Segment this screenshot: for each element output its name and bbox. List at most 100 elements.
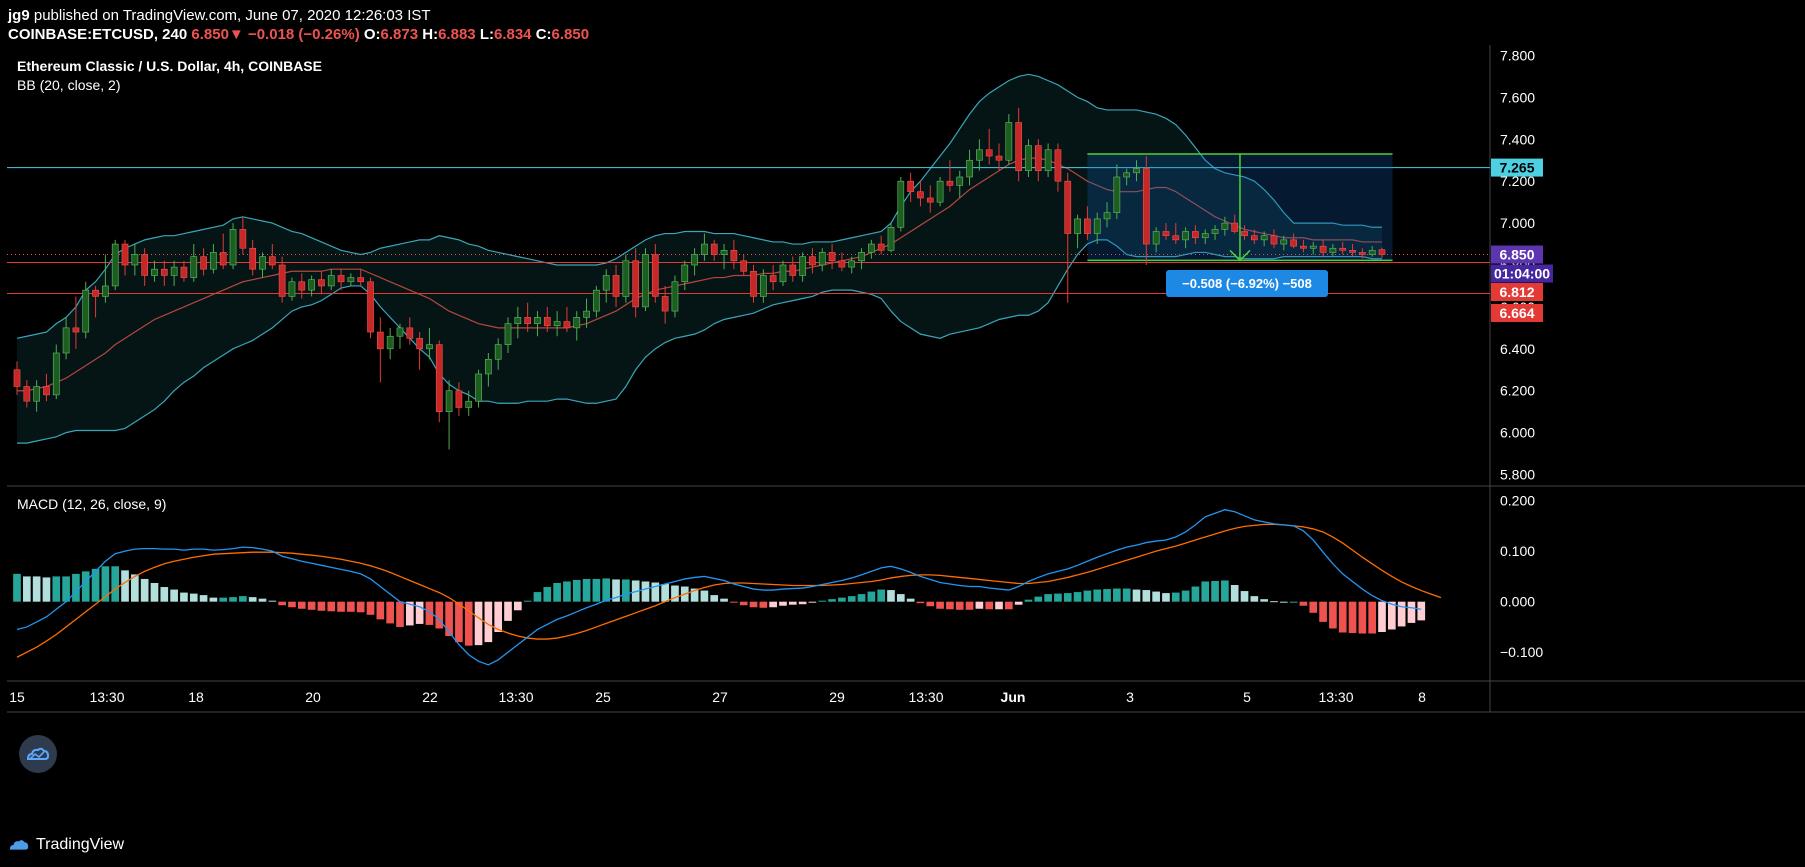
macd-histogram-bar xyxy=(1319,601,1327,622)
macd-histogram-bar xyxy=(415,601,424,624)
macd-histogram-bar xyxy=(180,592,188,602)
close-value: 6.850 xyxy=(551,26,590,43)
macd-histogram-bar xyxy=(464,601,473,646)
candle-body xyxy=(563,321,571,329)
last-price-badge: 6.850 xyxy=(1499,247,1534,263)
macd-histogram-bar xyxy=(759,601,768,608)
candle-body xyxy=(318,279,325,287)
candle-body xyxy=(485,358,492,375)
countdown-badge-bg xyxy=(1491,264,1553,283)
candle-body xyxy=(681,264,689,283)
macd-histogram-bar xyxy=(936,601,944,609)
symbol[interactable]: COINBASE:ETCUSD, 240 xyxy=(8,26,188,43)
publisher-name[interactable]: jg9 xyxy=(8,7,30,24)
macd-histogram-bar xyxy=(1368,601,1377,634)
candle-body xyxy=(62,327,70,354)
open-value: 6.873 xyxy=(380,26,419,43)
candle-body xyxy=(475,373,482,402)
candle-body xyxy=(926,197,934,203)
macd-histogram-bar xyxy=(1044,594,1052,602)
time-tick-label: 13:30 xyxy=(1318,689,1353,705)
macd-histogram-bar xyxy=(1417,601,1426,621)
candle-body xyxy=(210,252,217,270)
candle-body xyxy=(966,159,973,178)
candle-body xyxy=(1250,235,1258,241)
time-tick-label: 22 xyxy=(422,689,438,705)
footer-brand[interactable]: TradingView xyxy=(36,836,125,853)
candle-body xyxy=(956,176,964,186)
candle-body xyxy=(1201,233,1209,239)
macd-tick-label: 0.000 xyxy=(1500,594,1535,610)
candle-body xyxy=(1339,247,1347,251)
high-value: 6.883 xyxy=(438,26,476,43)
candle-body xyxy=(651,254,659,297)
price-tick-label: 7.200 xyxy=(1500,173,1535,189)
macd-histogram-bar xyxy=(798,601,807,605)
time-tick-label: 13:30 xyxy=(908,689,943,705)
chart-header: jg9 published on TradingView.com, June 0… xyxy=(8,6,589,44)
bb-basis-line xyxy=(17,157,1382,392)
macd-histogram-bar xyxy=(955,601,964,610)
macd-histogram-bar xyxy=(219,597,228,602)
macd-histogram-bar xyxy=(1260,599,1268,602)
candle-body xyxy=(1368,250,1376,255)
macd-histogram-bar xyxy=(1083,590,1092,602)
candle-body xyxy=(858,252,865,262)
macd-histogram-bar xyxy=(779,601,787,606)
candle-body xyxy=(386,335,394,350)
macd-histogram-bar xyxy=(248,597,257,602)
macd-histogram-bar xyxy=(1387,601,1396,630)
candle-body xyxy=(750,270,757,297)
macd-histogram-bar xyxy=(1279,601,1288,603)
time-tick-label: Jun xyxy=(1001,689,1026,705)
candle-body xyxy=(347,277,355,283)
candle-body xyxy=(759,275,767,297)
macd-histogram-bar xyxy=(612,579,620,602)
macd-histogram-bar xyxy=(484,601,493,643)
candle-body xyxy=(1329,247,1337,253)
candle-body xyxy=(583,310,590,318)
candle-body xyxy=(406,327,414,339)
macd-histogram-bar xyxy=(160,587,169,602)
candle-body xyxy=(553,321,561,327)
macd-histogram-bar xyxy=(1230,585,1239,602)
macd-histogram-bar xyxy=(1171,592,1180,602)
candle-body xyxy=(976,149,983,161)
candle-body xyxy=(1280,239,1288,245)
time-tick-label: 20 xyxy=(305,689,321,705)
macd-histogram-bar xyxy=(268,600,277,602)
macd-histogram-bar xyxy=(170,589,178,602)
macd-histogram-bar xyxy=(258,598,267,602)
tradingview-logo-button[interactable] xyxy=(19,735,57,773)
candle-body xyxy=(593,289,600,312)
countdown-badge: 01:04:00 xyxy=(1494,266,1550,282)
candle-body xyxy=(720,250,728,255)
candle-body xyxy=(936,180,944,203)
macd-histogram-bar xyxy=(297,601,306,609)
publish-line: jg9 published on TradingView.com, June 0… xyxy=(8,6,589,25)
candle-body xyxy=(632,260,640,308)
macd-histogram-bar xyxy=(22,576,31,602)
price-tick-label: 6.400 xyxy=(1500,341,1535,357)
candle-body xyxy=(1064,180,1072,234)
price-tick-label: 5.800 xyxy=(1500,467,1535,483)
macd-histogram-bar xyxy=(72,573,80,602)
macd-histogram-bar xyxy=(788,601,797,605)
macd-histogram-bar xyxy=(847,596,856,602)
macd-histogram-bar xyxy=(62,576,70,602)
candle-body xyxy=(1093,218,1101,234)
candle-body xyxy=(1231,222,1239,232)
candle-body xyxy=(701,243,708,255)
candle-body xyxy=(828,252,836,262)
price-tick-label: 7.800 xyxy=(1500,47,1535,63)
macd-histogram-bar xyxy=(769,601,777,608)
candle-body xyxy=(877,243,885,251)
macd-tick-label: 0.100 xyxy=(1500,543,1535,559)
macd-histogram-bar xyxy=(1378,601,1386,632)
macd-histogram-bar xyxy=(1338,601,1347,633)
candle-body xyxy=(1162,231,1170,236)
candle-body xyxy=(985,149,993,157)
macd-histogram-bar xyxy=(671,585,679,602)
macd-histogram-bar xyxy=(553,582,561,602)
